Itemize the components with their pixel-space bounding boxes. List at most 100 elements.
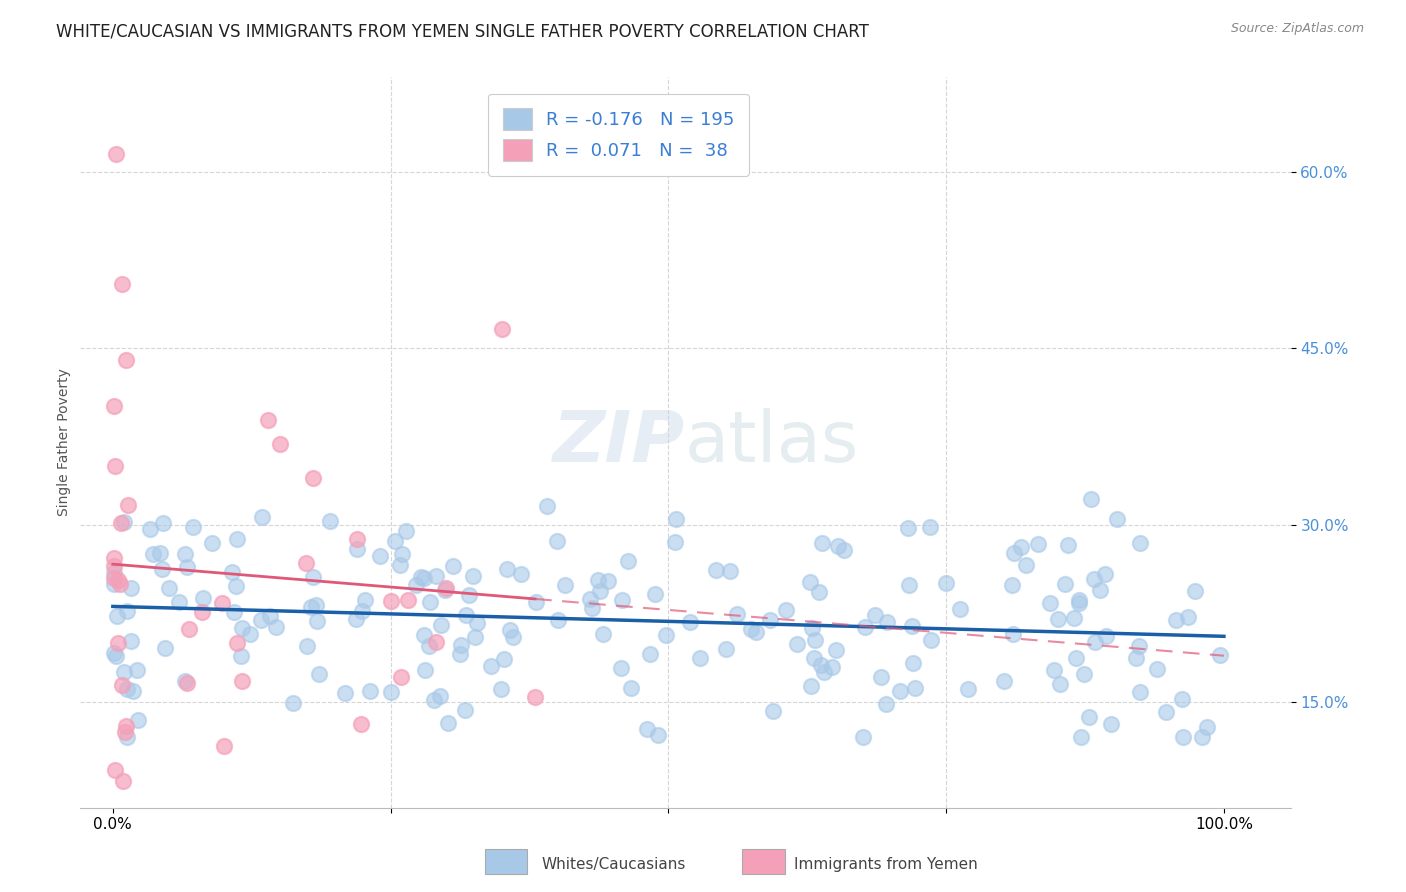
Point [449, 647, 471, 661]
Point [799, 575, 821, 590]
Point [1128, 639, 1150, 653]
Point [745, 625, 768, 640]
Point [1154, 706, 1177, 720]
Text: Whites/Caucasians: Whites/Caucasians [541, 857, 686, 872]
Point [308, 667, 330, 681]
Point [138, 522, 160, 536]
Point [467, 616, 489, 631]
Point [1014, 558, 1036, 572]
Point [225, 579, 247, 593]
Point [111, 773, 134, 788]
Point [105, 608, 128, 623]
Point [647, 728, 669, 742]
Point [127, 713, 149, 727]
Point [458, 588, 481, 602]
Point [1073, 667, 1095, 681]
Text: atlas: atlas [685, 408, 859, 477]
Point [875, 697, 897, 711]
Point [1191, 730, 1213, 744]
Point [283, 696, 305, 710]
Point [346, 612, 368, 626]
Point [211, 596, 233, 610]
Point [1094, 629, 1116, 643]
Point [167, 595, 190, 609]
Point [1053, 577, 1076, 591]
Point [1088, 583, 1111, 598]
Point [103, 559, 125, 574]
Point [434, 581, 457, 595]
Point [1195, 721, 1218, 735]
Point [827, 540, 849, 554]
Point [620, 681, 643, 695]
Point [1129, 536, 1152, 550]
Point [411, 570, 433, 584]
Point [803, 651, 825, 665]
Point [1146, 662, 1168, 676]
Point [359, 684, 381, 698]
Point [226, 636, 249, 650]
Point [492, 652, 515, 666]
Point [103, 571, 125, 585]
Point [430, 617, 453, 632]
Point [301, 570, 323, 584]
Point [499, 623, 522, 637]
Point [231, 621, 253, 635]
Point [832, 543, 855, 558]
Point [901, 657, 924, 671]
Point [229, 648, 252, 663]
Point [664, 512, 686, 526]
Point [581, 600, 603, 615]
Point [380, 594, 402, 608]
Point [201, 535, 224, 549]
Point [418, 639, 440, 653]
Point [441, 558, 464, 573]
Point [1184, 584, 1206, 599]
Point [808, 584, 831, 599]
Point [502, 630, 524, 644]
Point [1129, 685, 1152, 699]
Point [704, 563, 727, 577]
Point [257, 413, 280, 427]
Point [889, 684, 911, 698]
Point [121, 683, 143, 698]
Point [112, 665, 135, 680]
Point [1002, 546, 1025, 560]
Point [221, 565, 243, 579]
Point [1164, 613, 1187, 627]
Point [224, 605, 246, 619]
Point [920, 632, 942, 647]
Point [1125, 651, 1147, 665]
Text: Immigrants from Yemen: Immigrants from Yemen [794, 857, 979, 872]
Point [610, 593, 633, 607]
Point [239, 627, 262, 641]
Point [425, 569, 447, 583]
Point [226, 532, 249, 546]
Point [810, 658, 832, 673]
Point [350, 716, 373, 731]
Point [190, 605, 212, 619]
Point [1042, 663, 1064, 677]
Point [173, 547, 195, 561]
Point [110, 516, 132, 530]
Y-axis label: Single Father Poverty: Single Father Poverty [58, 368, 72, 516]
Point [1002, 626, 1025, 640]
Point [429, 689, 451, 703]
Point [904, 681, 927, 695]
Point [111, 277, 134, 291]
Point [993, 674, 1015, 689]
Point [1063, 611, 1085, 625]
Point [1080, 491, 1102, 506]
Point [725, 607, 748, 621]
Point [853, 619, 876, 633]
Point [1107, 511, 1129, 525]
Point [456, 607, 478, 622]
Point [718, 564, 741, 578]
Point [935, 576, 957, 591]
Point [714, 642, 737, 657]
Point [112, 515, 135, 529]
Point [901, 619, 924, 633]
Point [384, 533, 406, 548]
Point [740, 622, 762, 636]
Text: ZIP: ZIP [553, 408, 685, 477]
Legend: R = -0.176   N = 195, R =  0.071   N =  38: R = -0.176 N = 195, R = 0.071 N = 38 [488, 94, 749, 176]
